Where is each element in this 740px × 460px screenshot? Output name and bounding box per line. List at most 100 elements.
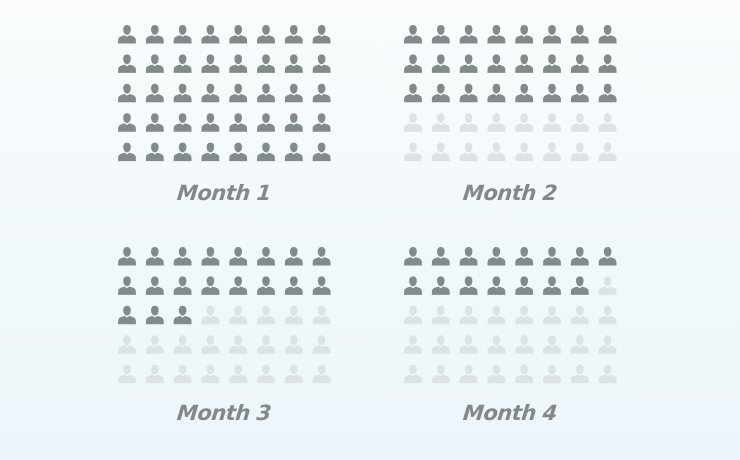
person-icon-filled	[404, 276, 422, 295]
person-icon-filled	[229, 83, 248, 103]
person-icon-empty	[404, 113, 422, 132]
person-icon-filled	[118, 25, 136, 44]
person-icon-empty	[598, 113, 617, 132]
person-icon-filled	[515, 54, 534, 73]
panel-month-4: Month 4	[402, 245, 618, 435]
person-icon-filled	[431, 83, 450, 103]
person-icon-filled	[459, 247, 478, 266]
person-icon-filled	[543, 54, 561, 73]
person-icon-filled	[118, 305, 136, 325]
panel-month-3: Month 3	[116, 245, 332, 435]
person-icon-filled	[201, 25, 220, 44]
person-icon-empty	[145, 364, 164, 384]
person-icon-empty	[459, 335, 478, 354]
person-icon-filled	[570, 25, 589, 44]
person-icon-filled	[404, 247, 422, 266]
person-icon-filled	[487, 276, 506, 295]
person-icon-filled	[173, 83, 192, 103]
person-icon-filled	[229, 25, 248, 44]
person-icon-filled	[257, 276, 275, 295]
person-icon-empty	[312, 364, 331, 384]
person-icon-empty	[598, 276, 617, 295]
person-icon-empty	[570, 142, 589, 162]
person-icon-empty	[598, 335, 617, 354]
person-icon-empty	[173, 335, 192, 354]
person-icon-filled	[173, 25, 192, 44]
person-icon-filled	[404, 83, 422, 103]
person-icon-filled	[312, 247, 331, 266]
person-icon-filled	[598, 83, 617, 103]
person-icon-filled	[312, 113, 331, 132]
person-icon-empty	[515, 113, 534, 132]
person-icon-filled	[284, 142, 303, 162]
person-icon-filled	[284, 54, 303, 73]
person-icon-filled	[598, 54, 617, 73]
person-icon-empty	[118, 335, 136, 354]
person-icon-filled	[118, 113, 136, 132]
person-icon-empty	[543, 305, 561, 325]
person-icon-grid	[404, 25, 617, 162]
person-icon-filled	[173, 247, 192, 266]
person-icon-filled	[515, 25, 534, 44]
person-icon-empty	[145, 335, 164, 354]
person-icon-empty	[459, 113, 478, 132]
person-icon-filled	[229, 247, 248, 266]
person-icon-empty	[459, 364, 478, 384]
person-icon-filled	[598, 25, 617, 44]
person-icon-empty	[570, 335, 589, 354]
person-icon-filled	[487, 25, 506, 44]
person-icon-empty	[598, 305, 617, 325]
person-icon-empty	[173, 364, 192, 384]
person-icon-filled	[284, 25, 303, 44]
person-icon-filled	[487, 83, 506, 103]
person-icon-empty	[543, 113, 561, 132]
person-icon-filled	[284, 83, 303, 103]
person-icon-filled	[431, 54, 450, 73]
person-icon-empty	[487, 113, 506, 132]
person-icon-empty	[515, 364, 534, 384]
person-icon-filled	[201, 276, 220, 295]
person-icon-filled	[284, 113, 303, 132]
person-icon-empty	[257, 305, 275, 325]
person-icon-empty	[598, 142, 617, 162]
person-icon-filled	[570, 247, 589, 266]
person-icon-empty	[257, 335, 275, 354]
person-icon-empty	[229, 305, 248, 325]
person-icon-filled	[515, 83, 534, 103]
person-icon-filled	[118, 142, 136, 162]
person-icon-grid	[404, 247, 617, 384]
person-icon-empty	[570, 364, 589, 384]
person-icon-filled	[201, 54, 220, 73]
person-icon-filled	[118, 83, 136, 103]
person-icon-filled	[431, 25, 450, 44]
person-icon-empty	[487, 142, 506, 162]
person-icon-filled	[145, 276, 164, 295]
person-icon-filled	[543, 247, 561, 266]
person-icon-filled	[284, 276, 303, 295]
person-icon-filled	[543, 83, 561, 103]
person-icon-empty	[487, 335, 506, 354]
person-icon-filled	[487, 247, 506, 266]
person-icon-filled	[598, 247, 617, 266]
person-icon-empty	[404, 364, 422, 384]
person-icon-filled	[173, 113, 192, 132]
person-icon-filled	[229, 276, 248, 295]
person-icon-filled	[118, 247, 136, 266]
person-icon-filled	[459, 25, 478, 44]
person-icon-filled	[312, 54, 331, 73]
person-icon-filled	[431, 247, 450, 266]
person-icon-filled	[229, 113, 248, 132]
person-icon-empty	[543, 364, 561, 384]
person-icon-empty	[431, 305, 450, 325]
person-icon-empty	[515, 335, 534, 354]
person-icon-filled	[543, 25, 561, 44]
person-icon-filled	[515, 247, 534, 266]
person-icon-grid	[118, 247, 331, 384]
person-icon-filled	[118, 54, 136, 73]
person-icon-filled	[312, 276, 331, 295]
panel-month-1: Month 1	[116, 23, 332, 213]
person-icon-empty	[312, 305, 331, 325]
person-icon-filled	[431, 276, 450, 295]
person-icon-empty	[487, 305, 506, 325]
